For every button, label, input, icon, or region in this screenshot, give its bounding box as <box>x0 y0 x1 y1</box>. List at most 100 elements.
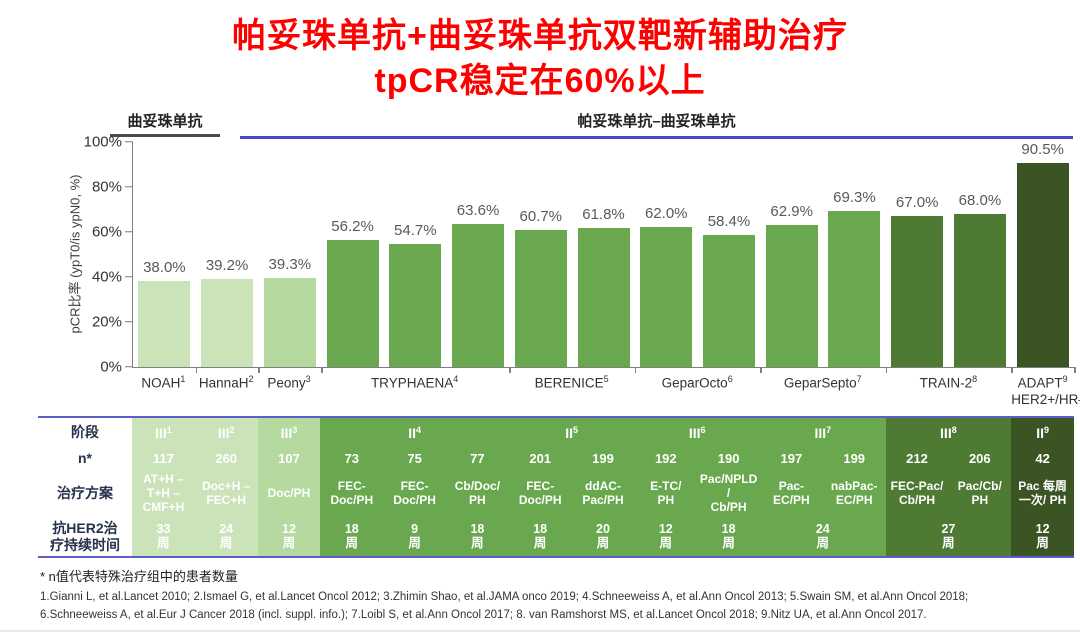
x-tick-mark <box>321 366 323 373</box>
x-tick-mark <box>195 366 198 373</box>
page-title: 帕妥珠单抗+曲妥珠单抗双靶新辅助治疗 tpCR稳定在60%以上 <box>0 0 1080 104</box>
regimen-cell: ddAC- Pac/PH <box>571 469 635 518</box>
bar-slot: 62.0% <box>635 142 698 367</box>
phase-cell: III 3 <box>257 417 321 448</box>
phase-cell: III 8 <box>885 417 1012 448</box>
bar-value-label: 54.7% <box>394 221 437 239</box>
regimen-cell: FEC-Pac/ Cb/PH <box>885 469 949 518</box>
y-tick-mark <box>125 141 133 143</box>
references-line-1: 1.Gianni L, et al.Lancet 2010; 2.Ismael … <box>40 590 969 603</box>
x-tick-mark <box>509 366 511 373</box>
phase-cell: II 4 <box>320 417 509 448</box>
phase-cell: III 7 <box>759 417 886 448</box>
n-cell: 77 <box>445 447 509 470</box>
title-line-1: 帕妥珠单抗+曲妥珠单抗双靶新辅助治疗 <box>232 17 848 55</box>
bar-value-label: 39.3% <box>268 256 312 274</box>
trial-label-hannah: HannaH2 <box>198 373 254 391</box>
bar-slot: 69.3% <box>823 142 886 367</box>
bar-value-label: 62.9% <box>770 203 813 221</box>
footnote-asterisk: * n值代表特殊治疗组中的患者数量 <box>40 568 238 584</box>
bar-value-label: 67.0% <box>895 194 939 211</box>
duration-cell: 12 周 <box>634 517 698 556</box>
footnotes: * n值代表特殊治疗组中的患者数量 1.Gianni L, et al.Lanc… <box>40 566 1070 625</box>
x-axis-labels: NOAH1 HannaH2 Peony3 TRYPHAENA4 BERENICE5 Gep… <box>132 373 1080 414</box>
references: 1.Gianni L, et al.Lancet 2010; 2.Ismael … <box>40 589 1070 625</box>
n-cell: 199 <box>822 447 886 470</box>
y-tick-mark <box>125 231 133 233</box>
y-axis-title: pCR比率 (ypT0/is ypN0, %) <box>67 174 83 334</box>
phase-cell: III 2 <box>194 417 258 448</box>
bar-slot: 54.7% <box>384 142 447 367</box>
x-tick-mark <box>760 366 762 373</box>
bar-slot: 60.7% <box>509 142 572 367</box>
y-tick-label: 0% <box>100 358 122 376</box>
phase-cell: III 1 <box>132 417 195 448</box>
duration-cell: 12 周 <box>1011 517 1074 556</box>
y-tick-label: 80% <box>91 178 122 196</box>
trial-label-adapt: ADAPT9 HER2+/HR– <box>1011 373 1080 408</box>
duration-cell: 18 周 <box>697 517 760 556</box>
group-headers: 曲妥珠单抗 帕妥珠单抗–曲妥珠单抗 <box>38 108 1074 142</box>
bar-value-label: 69.3% <box>833 188 876 206</box>
regimen-cell: E-TC/ PH <box>634 469 698 518</box>
x-tick-mark <box>634 366 637 373</box>
n-cell: 42 <box>1011 447 1074 470</box>
duration-cell: 18 周 <box>320 517 384 556</box>
n-cell: 190 <box>697 447 760 470</box>
slide-bottom-edge <box>0 630 1080 632</box>
duration-cell: 18 周 <box>445 517 509 556</box>
regimen-cell: Doc+H – FEC+H <box>194 469 258 518</box>
bar-slot: 67.0% <box>886 142 949 367</box>
n-cell: 117 <box>132 447 195 470</box>
n-cell: 212 <box>885 447 949 470</box>
phase-cell: II 9 <box>1011 417 1074 448</box>
title-line-2: tpCR稳定在60%以上 <box>374 61 706 100</box>
bar-value-label: 56.2% <box>331 218 374 236</box>
regimen-cell: nabPac- EC/PH <box>822 469 886 518</box>
n-cell: 107 <box>257 447 321 470</box>
x-tick-mark <box>258 366 260 373</box>
duration-cell: 27 周 <box>885 517 1012 556</box>
table-row-label: n* <box>38 447 132 470</box>
n-cell: 75 <box>383 447 446 470</box>
bar-geparocto <box>640 227 693 367</box>
n-cell: 192 <box>634 447 698 470</box>
y-tick-label: 20% <box>91 313 122 331</box>
duration-cell: 12 周 <box>257 517 321 556</box>
x-tick-mark <box>1074 366 1076 373</box>
bar-berenice <box>577 227 630 367</box>
bar-geparsepto <box>828 210 881 367</box>
bar-value-label: 63.6% <box>456 201 500 219</box>
duration-cell: 24 周 <box>194 517 258 556</box>
n-cell: 197 <box>759 447 823 470</box>
duration-cell: 18 周 <box>508 517 572 556</box>
regimen-cell: FEC- Doc/PH <box>508 469 572 518</box>
regimen-cell: AT+H – T+H – CMF+H <box>132 469 195 518</box>
y-tick-mark <box>125 321 133 323</box>
bar-slot: 39.2% <box>196 142 259 367</box>
bar-slot: 63.6% <box>447 142 510 367</box>
bar-tryphaena <box>452 223 505 367</box>
bar-hannah <box>201 278 254 367</box>
y-tick-mark <box>125 276 133 278</box>
regimen-cell: Pac/Cb/ PH <box>948 469 1012 518</box>
bar-geparsepto <box>765 225 818 367</box>
trial-label-noah: NOAH1 <box>141 373 186 391</box>
regimen-cell: Cb/Doc/ PH <box>445 469 509 518</box>
bar-value-label: 61.8% <box>582 205 625 223</box>
trial-label-geparsepto: GeparSepto7 <box>783 373 862 391</box>
regimen-cell: Doc/PH <box>257 469 321 518</box>
phase-cell: III 6 <box>634 417 760 448</box>
trial-label-geparocto: GeparOcto6 <box>661 373 733 391</box>
trastuzumab-group-label: 曲妥珠单抗 <box>110 110 220 137</box>
regimen-cell: Pac/NPLD / Cb/PH <box>697 469 760 518</box>
y-axis: pCR比率 (ypT0/is ypN0, %) 100% 80% 60% 40% 20%… <box>38 133 132 375</box>
table-row-label: 治疗方案 <box>38 469 132 518</box>
bar-tryphaena <box>326 240 379 367</box>
bar-train-2 <box>953 213 1006 367</box>
bar-value-label: 90.5% <box>1021 141 1064 159</box>
bar-slot: 61.8% <box>572 142 635 367</box>
bar-value-label: 68.0% <box>958 191 1002 209</box>
duration-cell: 20 周 <box>571 517 635 556</box>
